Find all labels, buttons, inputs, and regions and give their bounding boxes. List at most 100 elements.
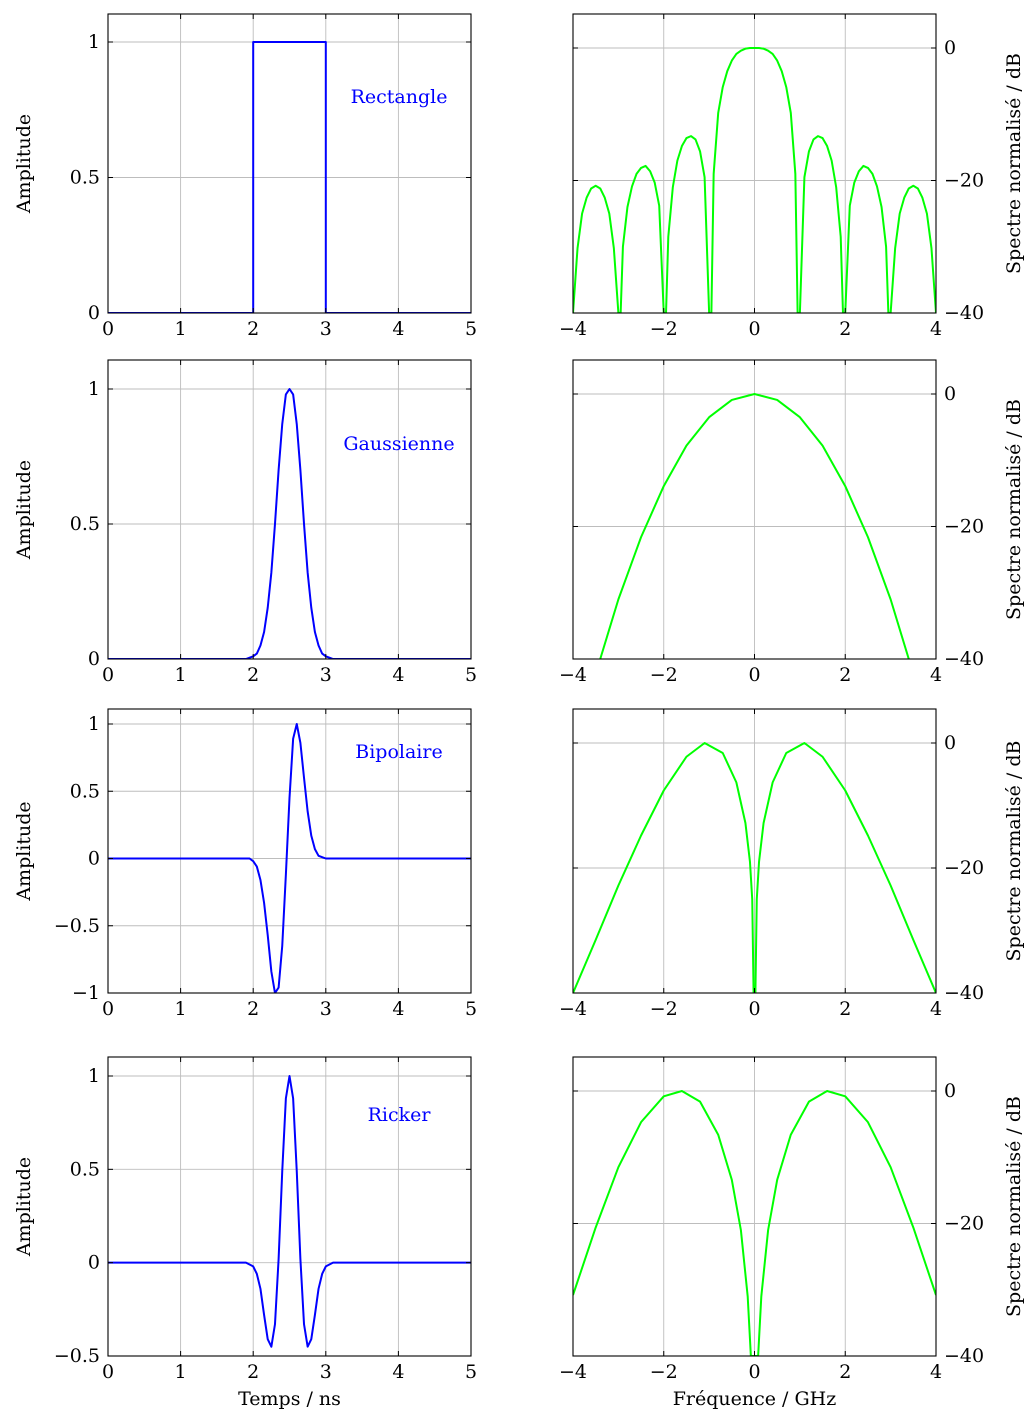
grid [107,14,472,314]
y-tick-label: −40 [944,648,984,670]
x-tick-label: 0 [102,998,114,1020]
x-tick-label: 5 [465,998,477,1020]
y-tick-label: −1 [72,982,100,1004]
y-axis-label: Amplitude [13,114,35,214]
y-tick-label: 0.5 [70,167,100,189]
x-tick-label: 3 [320,318,332,340]
y-tick-label: −0.5 [54,1345,100,1367]
x-tick-label: −2 [650,664,678,686]
series-line [108,41,471,313]
series-line [573,1090,936,1356]
signal-annotation: Rectangle [351,86,448,108]
x-tick-label: 3 [320,664,332,686]
x-tick-label: 4 [930,664,942,686]
chart-time-1: 0 1 2 3 4 5 0 0.5 1 Amplitude Rectangle [13,13,477,340]
x-tick-label: 2 [839,998,851,1020]
series-line [573,742,936,993]
x-tick-label: 1 [175,998,187,1020]
series-line [108,1075,471,1348]
x-tick-label: −2 [650,998,678,1020]
y-tick-label: 1 [88,378,100,400]
grid [572,360,937,660]
grid [107,360,472,660]
y-axis-label: Amplitude [13,801,35,901]
signal-annotation: Ricker [368,1104,432,1126]
x-tick-label: −2 [650,1361,678,1383]
series-line [108,723,471,993]
x-tick-label: 4 [392,998,404,1020]
x-tick-label: 0 [748,998,760,1020]
y-tick-label: −20 [944,1213,984,1235]
y-tick-label: −40 [944,1345,984,1367]
x-tick-label: 3 [320,1361,332,1383]
y-tick-label: 1 [88,31,100,53]
x-tick-label: 2 [247,998,259,1020]
series-line [573,47,936,313]
grid [107,1057,472,1357]
y-tick-label: −20 [944,516,984,538]
chart-time-2: 0 1 2 3 4 5 0 0.5 1 Amplitude Gaussienne [13,359,477,686]
y-axis-label: Spectre normalisé / dB [1003,399,1025,620]
x-tick-label: 3 [320,998,332,1020]
x-axis-label: Temps / ns [238,1388,341,1410]
grid [572,709,937,994]
y-tick-label: 0.5 [70,780,100,802]
y-tick-label: 1 [88,1065,100,1087]
x-tick-label: 1 [175,1361,187,1383]
x-tick-label: 2 [247,1361,259,1383]
y-tick-label: 0.5 [70,1158,100,1180]
y-tick-label: 0 [944,383,956,405]
x-tick-label: 4 [930,1361,942,1383]
y-tick-label: 0 [88,1252,100,1274]
x-axis-label: Fréquence / GHz [673,1388,837,1410]
x-tick-label: 0 [102,1361,114,1383]
y-tick-label: 0 [944,1080,956,1102]
x-tick-label: 0 [748,1361,760,1383]
x-tick-label: 0 [102,318,114,340]
x-tick-label: −4 [559,998,587,1020]
x-tick-label: 4 [392,1361,404,1383]
y-axis-label: Amplitude [13,460,35,560]
signal-annotation: Bipolaire [355,741,442,763]
signal-annotation: Gaussienne [343,433,454,455]
x-tick-label: −4 [559,318,587,340]
series-line [108,388,471,659]
y-tick-label: 0.5 [70,513,100,535]
x-tick-label: 4 [930,318,942,340]
x-tick-label: −4 [559,1361,587,1383]
chart-time-3: 0 1 2 3 4 5 −1 −0.5 0 0.5 1 Amplitude Bipolaire [13,708,477,1020]
x-tick-label: 4 [930,998,942,1020]
y-tick-label: 0 [88,648,100,670]
chart-freq-3: −4 −2 0 2 4−40−200 Spectre normalisé / dB [559,708,1025,1020]
x-tick-label: 0 [748,664,760,686]
x-tick-label: 2 [247,318,259,340]
x-tick-label: 2 [839,664,851,686]
y-axis-label: Spectre normalisé / dB [1003,53,1025,274]
y-tick-label: 0 [88,848,100,870]
axes-frame [107,13,472,314]
grid [572,14,937,314]
x-tick-label: 2 [839,318,851,340]
y-tick-label: 0 [944,37,956,59]
x-tick-label: 4 [392,664,404,686]
x-tick-label: 1 [175,664,187,686]
x-tick-label: 0 [102,664,114,686]
grid [572,1057,937,1357]
x-tick-label: 4 [392,318,404,340]
y-tick-label: 0 [88,302,100,324]
y-tick-label: −20 [944,170,984,192]
y-tick-label: −0.5 [54,915,100,937]
x-tick-label: 0 [748,318,760,340]
x-tick-label: 2 [839,1361,851,1383]
y-tick-label: 1 [88,713,100,735]
y-tick-label: −40 [944,302,984,324]
x-tick-label: 2 [247,664,259,686]
axes-frame [107,708,472,994]
series-line [599,393,910,659]
x-tick-label: 5 [465,318,477,340]
